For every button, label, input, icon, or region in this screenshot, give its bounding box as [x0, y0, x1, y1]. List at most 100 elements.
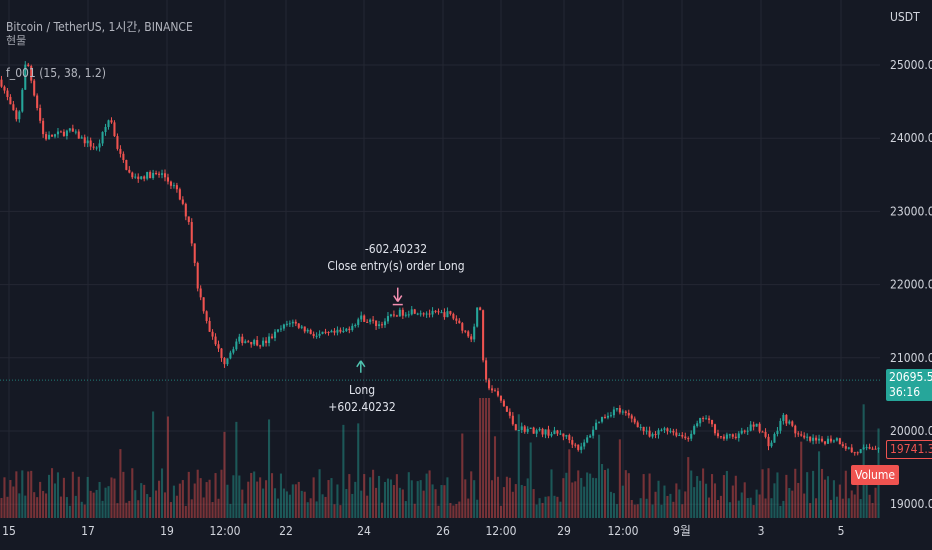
candle-body [342, 331, 345, 333]
volume-bar [713, 483, 717, 518]
candle-body [693, 426, 696, 434]
candle-body [95, 147, 98, 149]
volume-bar [50, 468, 54, 518]
candle-body [386, 316, 390, 322]
candle-body [149, 172, 152, 179]
candle-body [303, 326, 306, 332]
volume-bar [482, 398, 485, 518]
candle-body [354, 324, 357, 326]
candle-body [39, 108, 42, 121]
volume-bar [395, 474, 398, 518]
entry-trade-label[interactable]: Long +602.40232 [328, 382, 395, 416]
volume-bar [847, 498, 850, 518]
candle-body [779, 420, 782, 431]
volume-bar [693, 487, 696, 518]
x-tick-label: 24 [357, 524, 371, 538]
candle-body [788, 421, 791, 424]
volume-bar [247, 481, 250, 518]
candle-body [330, 330, 333, 333]
symbol-title[interactable]: Bitcoin / TetherUS, 1시간, BINANCE [6, 20, 193, 34]
volume-bar [820, 468, 824, 518]
candle-body [609, 415, 612, 417]
volume-bar [229, 503, 232, 518]
candle-body [571, 440, 574, 445]
candle-body [324, 331, 327, 333]
candle-body [175, 185, 178, 190]
volume-bar [725, 470, 728, 518]
volume-bar [788, 487, 791, 518]
exit-trade-label[interactable]: -602.40232 Close entry(s) order Long [327, 241, 464, 275]
candle-body [348, 328, 351, 331]
x-tick-label: 12:00 [607, 524, 638, 538]
candle-body [294, 321, 297, 324]
volume-bar [178, 483, 181, 518]
candle-body [699, 418, 702, 424]
candle-body [710, 420, 714, 425]
volume-bar [95, 489, 98, 518]
candle-body [9, 96, 12, 105]
candle-body [333, 330, 336, 333]
candle-body [24, 64, 27, 90]
candle-body [505, 406, 508, 412]
volume-bar [312, 477, 315, 518]
chart-legend: Bitcoin / TetherUS, 1시간, BINANCE 현물 f_00… [6, 20, 193, 80]
volume-bar [268, 419, 271, 518]
volume-bar [684, 491, 687, 518]
volume-bar [77, 476, 80, 518]
candle-body [675, 432, 678, 436]
candle-body [606, 415, 610, 418]
volume-bar [568, 449, 571, 518]
candle-body [773, 434, 776, 443]
volume-bar [122, 471, 125, 518]
volume-bar [633, 504, 636, 518]
candle-body [71, 128, 74, 132]
volume-bar [413, 503, 416, 518]
volume-bar [107, 486, 110, 518]
volume-bar [773, 483, 776, 518]
x-tick-label: 12:00 [485, 524, 516, 538]
volume-bar [0, 497, 3, 518]
candle-body [18, 111, 21, 120]
candle-body [847, 447, 850, 449]
candle-body [312, 333, 315, 337]
volume-bar [389, 479, 392, 518]
candle-body [740, 430, 743, 434]
volume-bar [18, 493, 21, 518]
volume-bar [98, 481, 101, 518]
volume-bar [354, 481, 357, 518]
candle-body [208, 320, 211, 332]
volume-bar [630, 500, 633, 518]
candle-body [666, 428, 669, 432]
volume-bar [806, 472, 809, 518]
candle-body [722, 436, 725, 439]
volume-bar [874, 487, 877, 518]
candle-body [351, 325, 354, 331]
volume-bar [369, 477, 372, 518]
candle-body [645, 430, 648, 432]
volume-bar [505, 476, 508, 518]
candle-body [172, 185, 175, 187]
volume-bar [12, 486, 15, 518]
candle-body [508, 411, 511, 416]
volume-bar [499, 505, 502, 518]
candle-body [137, 176, 140, 179]
indicator-label[interactable]: f_001 (15, 38, 1.2) [6, 66, 106, 80]
volume-bar [791, 490, 794, 518]
candle-body [143, 176, 146, 179]
volume-bar [592, 477, 595, 518]
volume-bar [83, 504, 86, 518]
candle-body [232, 349, 235, 353]
entry-trade-pnl: +602.40232 [328, 400, 396, 414]
volume-bar [220, 469, 223, 518]
candle-body [383, 321, 387, 326]
volume-badge[interactable]: Volume [851, 465, 900, 485]
candle-body [276, 329, 280, 332]
candle-body [624, 411, 627, 413]
volume-bar [327, 480, 330, 518]
candle-body [458, 320, 461, 324]
candle-body [737, 433, 740, 439]
volume-bar [196, 469, 199, 518]
volume-bar [770, 498, 773, 518]
